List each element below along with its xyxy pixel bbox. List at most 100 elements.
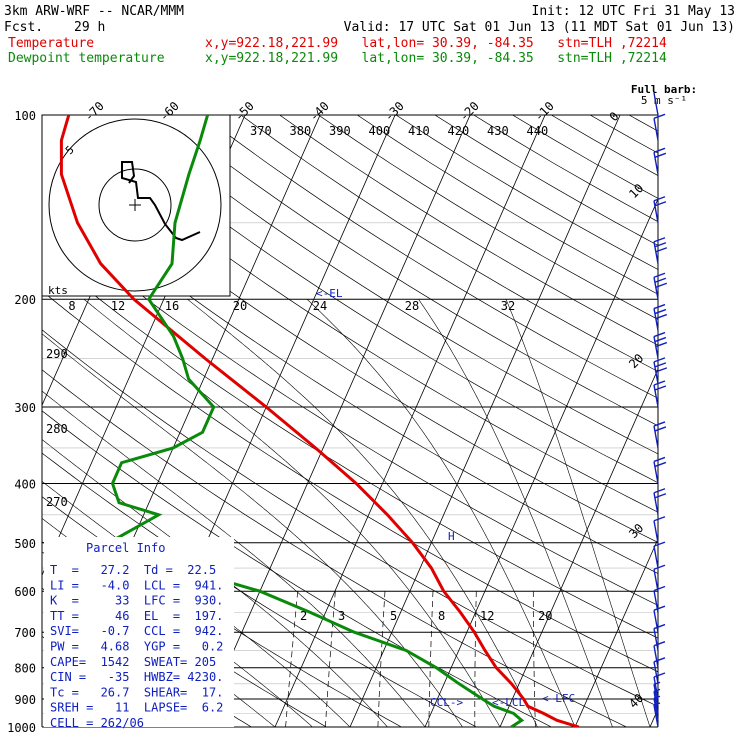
barb-flag-350-0 — [653, 421, 666, 427]
isotherm-label--40: -40 — [307, 99, 332, 124]
wind-barb-350 — [653, 421, 667, 449]
dry-adiabat-420 — [201, 115, 658, 399]
barb-flag-650-0 — [653, 585, 666, 592]
el-marker: <-EL — [316, 287, 343, 300]
wind-barb-150 — [653, 196, 667, 223]
isotherm-label--30: -30 — [382, 99, 407, 124]
wind-barb-800 — [653, 641, 666, 668]
barb-flag-175-2 — [655, 247, 668, 253]
dry-adiabat-400 — [124, 115, 658, 455]
barb-flag-750-0 — [653, 623, 666, 630]
pressure-label-800: 800 — [14, 662, 36, 676]
forecast-hour: 29 h — [74, 20, 105, 35]
dry-adiabat-330 — [42, 290, 658, 673]
dry-adiabat-380 — [46, 115, 658, 513]
parcel-info-row: K = 33 LFC = 930. — [50, 594, 223, 608]
isotherm-0 — [349, 115, 621, 727]
mixing-label-5: 5 — [390, 609, 397, 623]
dry-adiabat-370 — [42, 144, 658, 543]
wind-barb-550 — [653, 541, 666, 569]
barb-staff-800 — [653, 645, 659, 668]
barb-flag-250-0 — [653, 331, 666, 338]
wind-barb-250 — [653, 331, 668, 359]
hodo-tick-24: 24 — [313, 299, 327, 313]
theta-left-label-290: 290 — [46, 347, 68, 361]
barb-flag-200-0 — [653, 272, 666, 278]
theta-label-430: 430 — [487, 124, 509, 138]
barb-flag-350-1 — [654, 426, 667, 432]
wind-barb-850 — [653, 657, 666, 684]
barb-staff-350 — [653, 425, 659, 449]
mixing-label-12: 12 — [480, 609, 494, 623]
mixing-line-3 — [325, 591, 336, 727]
hodo-tick-28: 28 — [405, 299, 419, 313]
barb-flag-400-1 — [654, 461, 667, 468]
legend-dewpoint: Dewpoint temperature — [8, 51, 165, 66]
barb-flag-300-0 — [653, 380, 666, 386]
mixing-line-20 — [532, 591, 536, 727]
theta-label-380: 380 — [290, 124, 312, 138]
isotherm--10 — [274, 115, 546, 727]
hodo-tick-20: 20 — [233, 299, 247, 313]
barb-staff-550 — [653, 545, 659, 569]
barb-flag-250-1 — [654, 336, 667, 343]
barb-flag-225-1 — [654, 308, 667, 315]
isotherm-20 — [499, 367, 658, 727]
mixing-label-2: 2 — [300, 609, 307, 623]
barb-staff-750 — [653, 628, 659, 651]
barb-staff-1000 — [653, 704, 659, 728]
dry-adiabat-460 — [357, 115, 658, 295]
dry-adiabat-410 — [162, 115, 658, 427]
location-dewpoint: x,y=922.18,221.99 lat,lon= 30.39, -84.35… — [205, 51, 667, 66]
barb-staff-110 — [653, 118, 659, 141]
pressure-label-400: 400 — [14, 477, 36, 491]
temperature-line — [59, 115, 580, 727]
wind-barb-125 — [653, 147, 667, 175]
barb-staff-400 — [653, 461, 659, 484]
barb-staff-150 — [653, 200, 659, 223]
barb-flag-300-1 — [654, 385, 667, 391]
parcel-info-row: SREH = 11 LAPSE= 6.2 — [50, 701, 223, 715]
hodo-kts-label: kts — [48, 284, 68, 297]
pressure-label-1000: 1000 — [7, 721, 36, 735]
barb-flag-700-0 — [653, 605, 666, 611]
barb-flag-275-1 — [654, 362, 667, 368]
theta-label-400: 400 — [369, 124, 391, 138]
lfc-marker: <-LFC — [542, 692, 575, 705]
wind-barb-600 — [653, 564, 666, 592]
wind-barb-900 — [653, 672, 666, 700]
barb-staff-125 — [653, 152, 659, 175]
theta-label-390: 390 — [329, 124, 351, 138]
barb-staff-500 — [653, 520, 659, 543]
barb-legend-units: 5 m s⁻¹ — [641, 94, 687, 107]
barb-staff-225 — [653, 308, 659, 331]
wind-barb-110 — [653, 113, 666, 141]
hodograph-ring-5 — [98, 168, 172, 242]
isotherm-label--10: -10 — [532, 99, 557, 124]
isotherm-label-20: 20 — [626, 351, 646, 371]
wind-barb-175 — [653, 237, 668, 264]
barb-flag-175-0 — [653, 237, 666, 243]
barb-staff-900 — [653, 676, 659, 700]
parcel-info-row: CIN = -35 HWBZ= 4230. — [50, 670, 223, 684]
pressure-label-300: 300 — [14, 401, 36, 415]
barb-flag-550-0 — [653, 541, 666, 547]
barb-flag-110-0 — [653, 113, 666, 119]
isotherm--20 — [199, 115, 471, 727]
hodograph-trace — [121, 161, 201, 242]
isotherm-label--20: -20 — [457, 99, 482, 124]
init-time: Init: 12 UTC Fri 31 May 13 — [532, 4, 736, 19]
parcel-info-row: Tc = 26.7 SHEAR= 17. — [50, 685, 223, 699]
dry-adiabat-490 — [473, 115, 658, 223]
dry-adiabat-360 — [42, 179, 658, 574]
mixing-line-5 — [377, 591, 386, 727]
pressure-label-100: 100 — [14, 109, 36, 123]
barb-staff-600 — [653, 569, 659, 592]
isotherm-50 — [725, 115, 740, 727]
mixing-label-3: 3 — [338, 609, 345, 623]
barb-flag-900-0 — [653, 672, 666, 678]
parcel-info-row: T = 27.2 Td = 22.5 — [50, 563, 216, 577]
dry-adiabat-390 — [85, 115, 658, 484]
barb-flag-150-0 — [653, 196, 666, 202]
